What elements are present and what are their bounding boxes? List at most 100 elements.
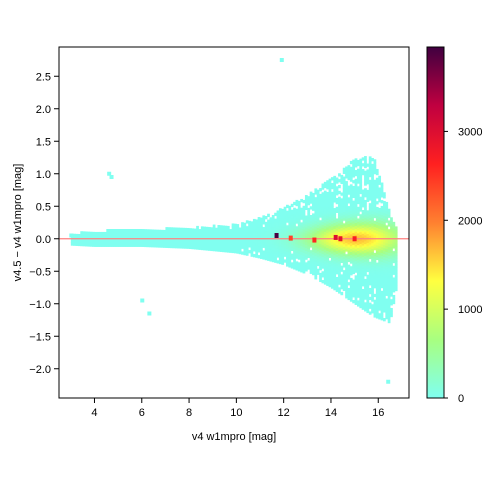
histogram-cell — [314, 264, 318, 268]
histogram-cell — [314, 208, 318, 213]
histogram-cell — [283, 224, 287, 228]
histogram-cell — [260, 252, 263, 257]
histogram-cell — [278, 257, 282, 262]
histogram-cell — [368, 206, 372, 210]
histogram-cell — [356, 291, 360, 295]
histogram-cell — [342, 170, 346, 174]
histogram-cell — [257, 234, 261, 238]
histogram-cell — [326, 279, 329, 284]
histogram-cell — [333, 222, 337, 226]
histogram-cell — [390, 293, 393, 297]
histogram-cell — [333, 187, 337, 191]
histogram-cell — [252, 218, 256, 223]
histogram-cell — [345, 192, 348, 197]
histogram-cell — [243, 240, 247, 244]
histogram-cell — [340, 248, 344, 252]
histogram-cell — [333, 225, 337, 229]
histogram-cell — [335, 180, 339, 184]
histogram-cell — [326, 232, 329, 237]
histogram-cell — [267, 219, 270, 223]
histogram-cell — [352, 188, 355, 193]
histogram-cell — [269, 217, 273, 221]
histogram-cell — [309, 206, 313, 210]
histogram-cell — [137, 231, 140, 236]
histogram-cell — [127, 231, 131, 236]
histogram-cell — [94, 237, 98, 242]
histogram-cell — [356, 177, 360, 181]
histogram-cell — [380, 267, 384, 271]
histogram-cell — [340, 201, 344, 205]
histogram-cell — [392, 286, 396, 290]
histogram-cell — [271, 232, 275, 236]
histogram-cell — [302, 199, 306, 204]
histogram-cell — [345, 283, 348, 287]
histogram-cell — [364, 240, 367, 245]
histogram-cell — [231, 223, 235, 227]
histogram-cell — [349, 198, 353, 203]
histogram-cell — [139, 234, 143, 239]
histogram-cell — [172, 233, 176, 237]
histogram-cell — [371, 213, 374, 217]
histogram-cell — [293, 216, 296, 220]
histogram-cell — [271, 247, 275, 251]
histogram-cell — [139, 243, 143, 247]
histogram-cell — [302, 270, 306, 274]
histogram-cell — [394, 284, 398, 289]
histogram-cell — [222, 225, 225, 229]
histogram-cell — [333, 228, 337, 232]
histogram-cell — [304, 235, 308, 240]
histogram-cell — [371, 307, 374, 311]
histogram-cell — [359, 296, 363, 300]
histogram-cell — [300, 222, 303, 226]
histogram-cell — [326, 180, 329, 184]
histogram-cell — [323, 190, 327, 194]
histogram-cell — [349, 166, 353, 171]
histogram-cell — [359, 217, 363, 221]
histogram-cell — [302, 243, 306, 248]
histogram-cell — [366, 248, 370, 252]
histogram-cell — [151, 232, 154, 236]
histogram-cell — [203, 238, 207, 242]
histogram-cell — [338, 231, 341, 236]
histogram-cell — [352, 212, 355, 216]
histogram-cell — [378, 248, 382, 253]
histogram-cell — [158, 238, 162, 242]
histogram-cell — [387, 316, 391, 321]
histogram-cell — [217, 245, 221, 249]
histogram-cell — [103, 243, 107, 247]
histogram-cell — [368, 209, 372, 213]
histogram-cell — [103, 240, 107, 245]
histogram-cell — [267, 228, 270, 232]
histogram-cell — [361, 239, 365, 243]
histogram-cell — [361, 230, 365, 234]
histogram-cell — [359, 272, 363, 277]
histogram-cell — [203, 247, 207, 251]
histogram-cell — [321, 236, 325, 240]
histogram-cell — [390, 287, 393, 291]
histogram-cell — [271, 244, 275, 248]
histogram-cell — [382, 215, 386, 219]
histogram-cell — [371, 178, 374, 182]
histogram-cell — [217, 239, 221, 243]
histogram-cell — [184, 227, 188, 232]
histogram-cell — [210, 244, 214, 249]
hot-spot — [274, 233, 279, 238]
histogram-cell — [189, 228, 192, 232]
histogram-cell — [144, 235, 147, 239]
histogram-cell — [252, 230, 256, 234]
histogram-cell — [260, 255, 263, 259]
histogram-cell — [264, 221, 268, 226]
histogram-cell — [361, 157, 365, 161]
histogram-cell — [108, 229, 112, 233]
histogram-cell — [300, 225, 303, 229]
histogram-cell — [373, 208, 377, 213]
histogram-cell — [250, 247, 254, 251]
histogram-cell — [281, 208, 285, 213]
histogram-cell — [257, 228, 261, 233]
y-tick-label: 2.0 — [36, 104, 51, 116]
histogram-cell — [382, 206, 386, 211]
histogram-cell — [356, 256, 360, 260]
histogram-cell — [373, 238, 377, 242]
histogram-cell — [281, 220, 285, 224]
histogram-cell — [345, 268, 348, 273]
